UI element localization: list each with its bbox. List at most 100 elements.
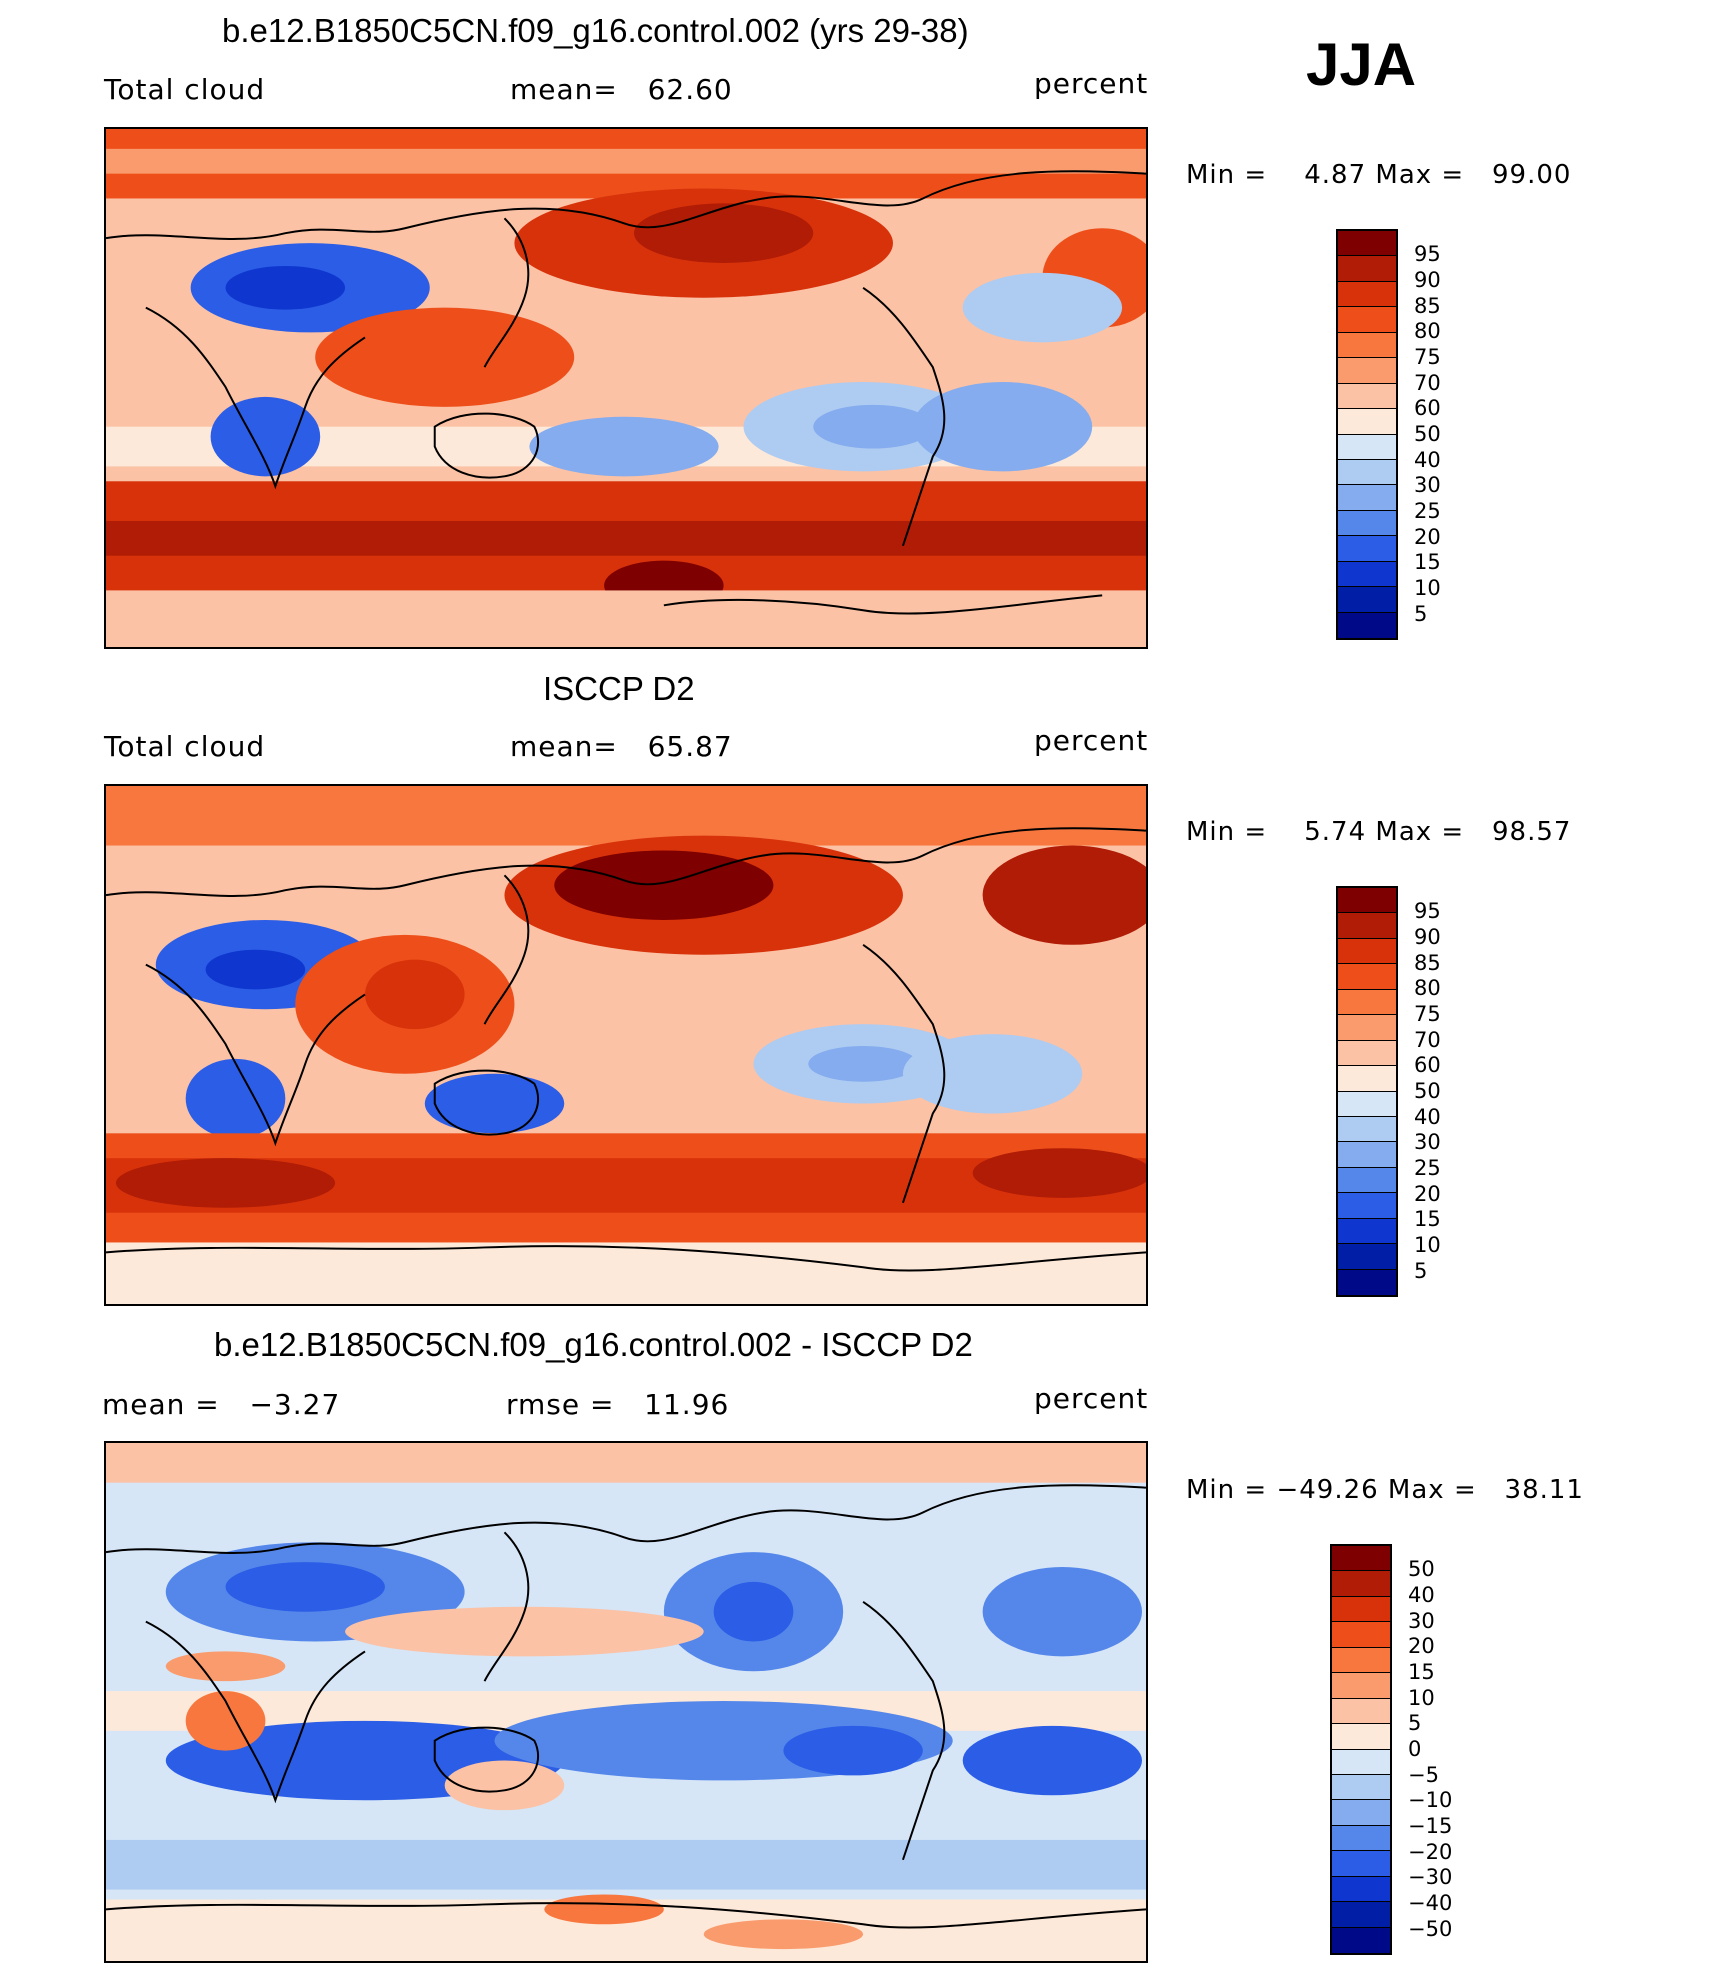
colorbar-swatch <box>1338 1116 1396 1143</box>
colorbar-label: 5 <box>1414 602 1428 626</box>
colorbar-swatch <box>1332 1851 1390 1877</box>
colorbar-swatch <box>1338 307 1396 333</box>
colorbar-label: 70 <box>1414 1028 1441 1052</box>
colorbar-label: −40 <box>1408 1891 1453 1915</box>
panel-2-map-plot <box>106 786 1146 1304</box>
colorbar-swatch <box>1338 1167 1396 1194</box>
colorbar-swatch <box>1332 1724 1390 1750</box>
colorbar-label: 20 <box>1414 525 1441 549</box>
colorbar-swatch <box>1332 1927 1390 1953</box>
colorbar-swatch <box>1338 485 1396 511</box>
colorbar-swatch <box>1338 358 1396 384</box>
panel-3-map <box>104 1441 1148 1963</box>
colorbar-swatch <box>1332 1673 1390 1699</box>
colorbar-label: 30 <box>1408 1609 1435 1633</box>
colorbar-label: 85 <box>1414 951 1441 975</box>
colorbar-swatch <box>1338 1244 1396 1270</box>
colorbar-swatch <box>1338 561 1396 588</box>
colorbar-swatch <box>1338 332 1396 359</box>
colorbar-label: 95 <box>1414 242 1441 266</box>
colorbar-swatch <box>1332 1902 1390 1928</box>
colorbar-swatch <box>1338 281 1396 308</box>
colorbar-label: 50 <box>1408 1557 1435 1581</box>
panel-3-map-plot <box>106 1443 1146 1961</box>
colorbar-swatch <box>1332 1647 1390 1674</box>
colorbar-label: 60 <box>1414 396 1441 420</box>
panel-3-colorbar <box>1330 1544 1392 1955</box>
colorbar-label: 25 <box>1414 1156 1441 1180</box>
colorbar-label: −5 <box>1408 1763 1439 1787</box>
colorbar-swatch <box>1338 1269 1396 1295</box>
colorbar-swatch <box>1338 612 1396 638</box>
panel-1-title: b.e12.B1850C5CN.f09_g16.control.002 (yrs… <box>222 12 969 49</box>
colorbar-swatch <box>1338 256 1396 282</box>
panel-2-map <box>104 784 1148 1306</box>
panel-2-minmax: Min = 5.74 Max = 98.57 <box>1186 817 1572 847</box>
colorbar-label: 30 <box>1414 1130 1441 1154</box>
colorbar-swatch <box>1332 1749 1390 1775</box>
colorbar-swatch <box>1338 1040 1396 1067</box>
colorbar-swatch <box>1332 1774 1390 1801</box>
panel-3-rmse-label: rmse = 11.96 <box>506 1388 730 1421</box>
colorbar-label: 20 <box>1414 1182 1441 1206</box>
colorbar-label: −50 <box>1408 1917 1453 1941</box>
colorbar-swatch <box>1338 1015 1396 1041</box>
panel-1-map <box>104 127 1148 649</box>
colorbar-swatch <box>1332 1596 1390 1623</box>
colorbar-label: 75 <box>1414 345 1441 369</box>
colorbar-label: −15 <box>1408 1814 1453 1838</box>
colorbar-label: 50 <box>1414 1079 1441 1103</box>
colorbar-swatch <box>1338 989 1396 1016</box>
colorbar-swatch <box>1332 1546 1390 1572</box>
colorbar-label: 40 <box>1414 1105 1441 1129</box>
colorbar-label: 5 <box>1408 1711 1422 1735</box>
colorbar-label: 40 <box>1408 1583 1435 1607</box>
colorbar-label: 15 <box>1414 550 1441 574</box>
colorbar-swatch <box>1338 1066 1396 1092</box>
colorbar-swatch <box>1338 913 1396 939</box>
panel-3-title: b.e12.B1850C5CN.f09_g16.control.002 - IS… <box>214 1326 973 1363</box>
colorbar-swatch <box>1338 938 1396 965</box>
colorbar-label: 20 <box>1408 1634 1435 1658</box>
panel-2-title: ISCCP D2 <box>543 670 695 707</box>
colorbar-swatch <box>1332 1622 1390 1648</box>
colorbar-swatch <box>1338 1091 1396 1117</box>
colorbar-swatch <box>1338 587 1396 613</box>
colorbar-label: 90 <box>1414 925 1441 949</box>
panel-3-minmax: Min = −49.26 Max = 38.11 <box>1186 1475 1584 1505</box>
colorbar-label: 5 <box>1414 1259 1428 1283</box>
colorbar-swatch <box>1332 1571 1390 1597</box>
colorbar-swatch <box>1338 510 1396 537</box>
colorbar-label: 30 <box>1414 473 1441 497</box>
colorbar-label: 90 <box>1414 268 1441 292</box>
colorbar-label: 95 <box>1414 899 1441 923</box>
colorbar-label: −10 <box>1408 1788 1453 1812</box>
colorbar-label: 10 <box>1408 1686 1435 1710</box>
colorbar-label: 25 <box>1414 499 1441 523</box>
colorbar-label: 10 <box>1414 576 1441 600</box>
panel-1-units: percent <box>1034 67 1149 100</box>
colorbar-swatch <box>1338 964 1396 990</box>
colorbar-label: 15 <box>1408 1660 1435 1684</box>
panel-1-minmax: Min = 4.87 Max = 99.00 <box>1186 160 1572 190</box>
colorbar-label: 0 <box>1408 1737 1422 1761</box>
colorbar-label: −30 <box>1408 1865 1453 1889</box>
colorbar-swatch <box>1332 1825 1390 1852</box>
colorbar-swatch <box>1338 459 1396 486</box>
colorbar-swatch <box>1332 1876 1390 1903</box>
panel-1-left-label: Total cloud <box>104 73 266 106</box>
panel-2-colorbar <box>1336 886 1398 1297</box>
colorbar-swatch <box>1338 409 1396 435</box>
panel-1-mean-label: mean= 62.60 <box>510 73 733 106</box>
colorbar-swatch <box>1338 383 1396 410</box>
panel-1-map-plot <box>106 129 1146 647</box>
colorbar-label: 80 <box>1414 319 1441 343</box>
colorbar-label: 85 <box>1414 294 1441 318</box>
panel-3-colorbar-labels: 50 40 30 20 15 10 5 0 −5 −10 −15 −20 −30… <box>1408 1544 1488 1955</box>
colorbar-label: 80 <box>1414 976 1441 1000</box>
panel-2-units: percent <box>1034 724 1149 757</box>
colorbar-swatch <box>1332 1800 1390 1826</box>
colorbar-swatch <box>1332 1698 1390 1725</box>
colorbar-label: 70 <box>1414 371 1441 395</box>
colorbar-label: 40 <box>1414 448 1441 472</box>
